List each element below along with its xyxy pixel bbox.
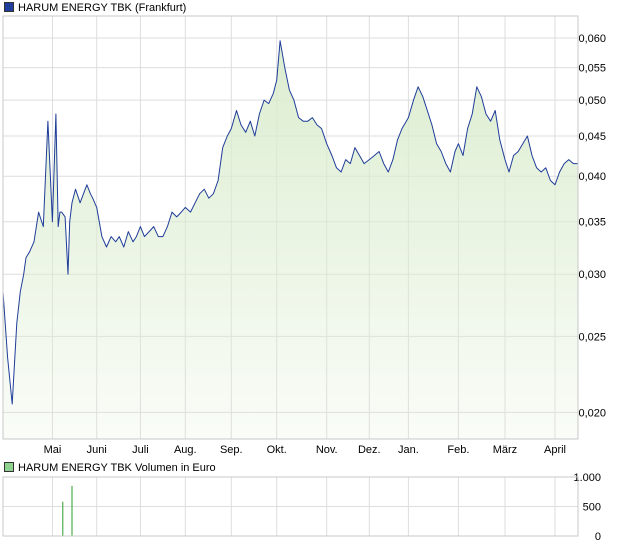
- price-legend-swatch: [4, 2, 14, 12]
- volume-y-tick-label: 1.000: [573, 472, 601, 484]
- price-y-tick-label: 0,020: [578, 407, 606, 419]
- price-legend: HARUM ENERGY TBK (Frankfurt): [4, 1, 186, 15]
- price-y-tick-label: 0,030: [578, 269, 606, 281]
- price-legend-label: HARUM ENERGY TBK (Frankfurt): [18, 2, 187, 14]
- price-x-tick-label: Mai: [44, 444, 62, 456]
- volume-plot-frame: [2, 476, 579, 537]
- price-x-tick-label: Feb.: [447, 444, 469, 456]
- price-x-tick-label: Dez.: [358, 444, 381, 456]
- price-area-fill: [3, 40, 578, 440]
- price-x-tick-label: März: [493, 444, 517, 456]
- price-chart: 0,020 0,025 0,030 0,035 0,040 0,045 0,050 0,055…: [2, 15, 606, 456]
- price-x-tick-label: Jan.: [398, 444, 419, 456]
- price-x-tick-label: Sep.: [220, 444, 243, 456]
- volume-legend-label: HARUM ENERGY TBK Volumen in Euro: [18, 462, 216, 474]
- price-y-tick-label: 0,055: [578, 63, 606, 75]
- price-x-tick-label: Juli: [132, 444, 149, 456]
- price-y-tick-label: 0,025: [578, 331, 606, 343]
- price-y-tick-label: 0,035: [578, 217, 606, 229]
- volume-chart: 0 500 1.000: [2, 472, 601, 543]
- price-y-tick-label: 0,050: [578, 95, 606, 107]
- volume-y-tick-label: 0: [595, 531, 601, 543]
- volume-legend-swatch: [4, 462, 14, 472]
- price-x-tick-label: Nov.: [316, 444, 338, 456]
- volume-legend: HARUM ENERGY TBK Volumen in Euro: [4, 461, 216, 475]
- price-x-tick-label: Juni: [87, 444, 107, 456]
- price-x-tick-label: April: [544, 444, 566, 456]
- price-y-tick-label: 0,040: [578, 171, 606, 183]
- price-line: [2, 40, 578, 405]
- price-y-tick-label: 0,060: [578, 33, 606, 45]
- price-y-tick-label: 0,045: [578, 131, 606, 143]
- price-plot-frame: [2, 15, 579, 440]
- price-x-tick-label: Okt.: [267, 444, 287, 456]
- volume-y-tick-label: 500: [583, 502, 601, 514]
- price-x-tick-label: Aug.: [174, 444, 197, 456]
